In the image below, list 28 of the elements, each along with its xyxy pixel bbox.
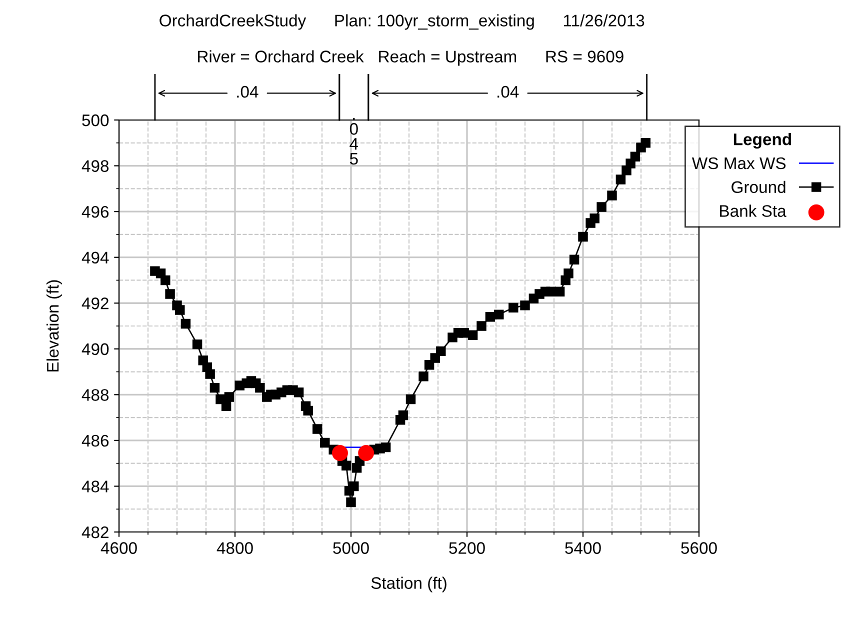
y-tick-label: 498	[82, 160, 109, 172]
legend-title: Legend	[734, 133, 791, 149]
x-axis-title: Station (ft)	[371, 576, 446, 592]
x-tick-label: 4600	[100, 542, 137, 554]
x-tick-label: 4800	[216, 542, 253, 554]
text: .04	[237, 86, 258, 98]
chart-subtitle: River = Orchard Creek Reach = Upstream RS = 9609	[198, 50, 624, 66]
legend-label: Ground	[732, 180, 786, 194]
x-tick-label: 5200	[449, 542, 485, 554]
y-tick-label: 486	[82, 434, 109, 447]
text: .04	[498, 86, 519, 98]
legend-label: WS Max WS	[692, 157, 786, 170]
y-tick-label: 484	[82, 480, 109, 492]
y-axis-title: Elevation (ft)	[46, 280, 62, 372]
y-tick-label: 494	[82, 252, 109, 264]
y-tick-label: 500	[82, 114, 109, 126]
x-tick-label: 5000	[333, 542, 369, 554]
legend-label: Bank Sta	[720, 204, 786, 217]
text: 5	[350, 153, 358, 165]
y-tick-label: 496	[82, 206, 109, 218]
y-tick-label: 488	[82, 389, 109, 401]
y-tick-label: 490	[82, 343, 109, 356]
annotation: .04	[350, 118, 358, 150]
chart-title: OrchardCreekStudy Plan: 100yr_storm_existing 11/26/2013	[160, 14, 644, 30]
x-tick-label: 5600	[681, 542, 717, 554]
x-tick-label: 5400	[565, 542, 601, 554]
y-tick-label: 492	[82, 298, 108, 310]
y-tick-label: 482	[82, 526, 108, 538]
